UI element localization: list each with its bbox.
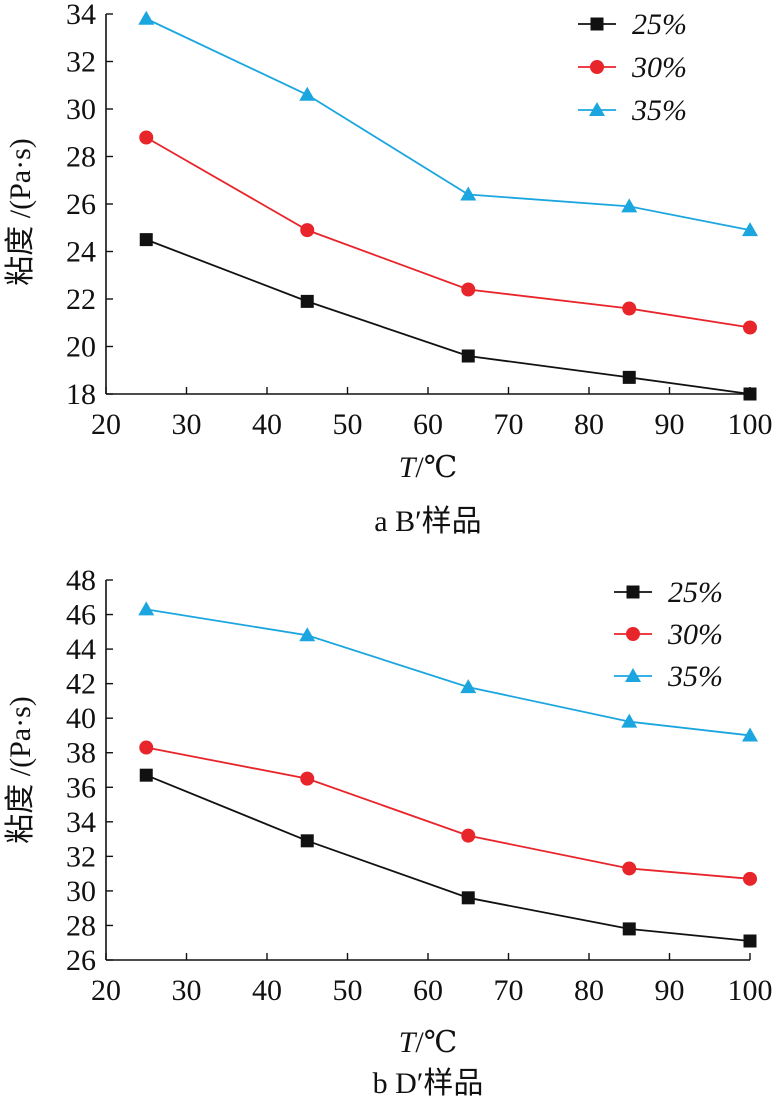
x-tick-label: 50 — [333, 974, 363, 1007]
legend-label: 30% — [667, 618, 723, 651]
x-tick-label: 100 — [728, 974, 773, 1007]
data-point-30% — [139, 740, 154, 755]
data-point-25% — [139, 768, 153, 782]
y-tick-label: 34 — [66, 0, 96, 31]
legend-marker — [626, 627, 640, 641]
panel-caption: b D′样品 — [373, 1067, 484, 1100]
data-point-25% — [139, 233, 153, 247]
x-axis-variable: T — [399, 1026, 418, 1059]
x-tick-label: 90 — [655, 974, 685, 1007]
data-point-35% — [138, 10, 155, 25]
data-point-25% — [743, 387, 757, 401]
y-tick-label: 26 — [66, 188, 96, 221]
y-tick-label: 26 — [66, 944, 96, 977]
x-axis-label: T/℃ — [399, 1026, 458, 1059]
y-tick-label: 38 — [66, 737, 96, 770]
data-point-35% — [138, 601, 155, 616]
x-tick-label: 90 — [655, 408, 685, 441]
x-tick-label: 50 — [333, 408, 363, 441]
data-point-25% — [300, 834, 314, 848]
data-point-25% — [622, 922, 636, 936]
data-point-35% — [299, 627, 316, 642]
data-point-30% — [743, 871, 757, 886]
x-tick-label: 60 — [413, 974, 443, 1007]
y-tick-label: 32 — [66, 840, 96, 873]
y-tick-label: 30 — [66, 93, 96, 126]
x-tick-label: 60 — [413, 408, 443, 441]
data-point-30% — [461, 828, 476, 843]
data-point-25% — [743, 934, 757, 948]
y-tick-label: 20 — [66, 331, 96, 364]
series-line-25% — [145, 238, 751, 395]
data-point-35% — [460, 186, 477, 201]
legend-marker — [589, 102, 605, 116]
legend-label: 25% — [668, 576, 723, 609]
data-point-25% — [622, 370, 636, 384]
y-tick-label: 18 — [66, 378, 96, 411]
x-tick-label: 40 — [252, 408, 282, 441]
data-point-25% — [461, 891, 475, 905]
y-tick-label: 36 — [66, 771, 96, 804]
y-tick-label: 44 — [66, 633, 96, 666]
x-tick-label: 70 — [494, 408, 524, 441]
legend-label: 25% — [632, 8, 687, 41]
chart-panel-b: 粘度 /(Pa·s) T/℃ b D′样品 262830323436384042… — [4, 564, 773, 1100]
data-point-35% — [621, 713, 638, 728]
data-point-30% — [622, 861, 637, 876]
y-tick-label: 28 — [66, 141, 96, 174]
x-axis-unit: /℃ — [415, 451, 457, 484]
legend-label: 30% — [631, 51, 687, 84]
x-tick-label: 80 — [574, 408, 604, 441]
legend-marker — [626, 585, 640, 599]
series-line-25% — [145, 774, 751, 942]
data-point-30% — [461, 282, 476, 297]
series-line-35% — [146, 608, 751, 737]
x-tick-label: 70 — [494, 974, 524, 1007]
data-point-35% — [299, 86, 316, 101]
y-tick-label: 30 — [66, 875, 96, 908]
x-tick-label: 40 — [252, 974, 282, 1007]
chart-panel-a: 粘度 /(Pa·s) T/℃ a B′样品 182022242628303234… — [4, 0, 773, 538]
data-point-30% — [743, 320, 757, 335]
data-point-25% — [461, 349, 475, 363]
y-tick-label: 22 — [66, 283, 96, 316]
y-tick-label: 42 — [66, 668, 96, 701]
data-point-30% — [139, 130, 154, 145]
x-tick-label: 20 — [91, 974, 121, 1007]
panel-caption: a B′样品 — [374, 505, 481, 538]
x-axis-label: T/℃ — [399, 451, 458, 484]
y-tick-label: 32 — [66, 46, 96, 79]
x-tick-label: 30 — [172, 408, 202, 441]
x-tick-label: 30 — [172, 974, 202, 1007]
data-point-35% — [460, 679, 477, 694]
legend-marker — [625, 668, 641, 682]
y-axis-label: 粘度 /(Pa·s) — [4, 138, 37, 285]
data-point-30% — [300, 223, 315, 238]
data-point-35% — [621, 198, 638, 213]
y-tick-label: 28 — [66, 909, 96, 942]
legend-label: 35% — [667, 660, 723, 693]
series-line-30% — [145, 136, 751, 329]
y-tick-label: 40 — [66, 702, 96, 735]
legend-marker — [590, 60, 604, 74]
x-tick-label: 20 — [91, 408, 121, 441]
series-line-30% — [146, 746, 751, 880]
legend-marker — [590, 17, 604, 31]
data-point-25% — [300, 294, 314, 308]
x-tick-label: 100 — [728, 408, 773, 441]
y-tick-label: 48 — [66, 564, 96, 597]
data-point-30% — [300, 771, 315, 786]
legend-label: 35% — [631, 94, 687, 127]
y-tick-label: 24 — [66, 236, 96, 269]
x-axis-unit: /℃ — [415, 1026, 457, 1059]
x-tick-label: 80 — [574, 974, 604, 1007]
data-point-30% — [622, 301, 637, 316]
x-axis-variable: T — [399, 451, 418, 484]
y-tick-label: 46 — [66, 599, 96, 632]
data-point-35% — [742, 222, 758, 237]
y-tick-label: 34 — [66, 806, 96, 839]
data-point-35% — [742, 727, 758, 742]
y-axis-label: 粘度 /(Pa·s) — [4, 696, 37, 843]
